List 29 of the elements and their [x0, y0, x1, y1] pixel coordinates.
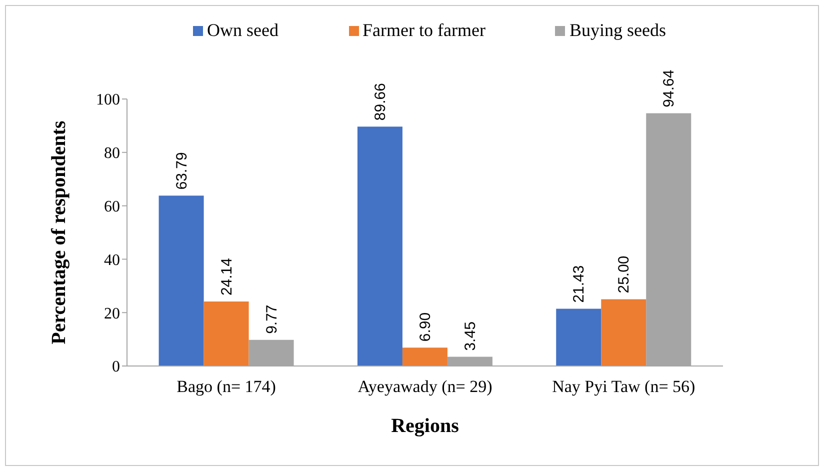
data-label: 24.14: [218, 258, 236, 296]
y-tick-label: 60: [104, 198, 120, 216]
bar: [357, 126, 402, 366]
data-label: 9.77: [263, 304, 280, 334]
data-label: 25.00: [616, 256, 633, 294]
x-tick-label: Ayeyawady (n= 29): [358, 377, 492, 396]
legend-label: Farmer to farmer: [362, 20, 486, 41]
y-tick-label: 80: [104, 145, 120, 162]
y-tick-label: 40: [104, 252, 120, 269]
x-tick-label: Nay Pyi Taw (n= 56): [552, 377, 696, 396]
data-label: 94.64: [660, 70, 678, 108]
x-axis-title: Regions: [391, 415, 460, 438]
legend-label: Own seed: [207, 20, 279, 41]
y-axis-title: Percentage of respondents: [48, 120, 70, 344]
y-tick-label: 100: [96, 92, 120, 109]
data-label: 3.45: [462, 322, 479, 351]
y-tick-label: 0: [112, 358, 120, 376]
x-tick-label: Bago (n= 174): [176, 377, 276, 396]
data-label: 89.66: [372, 83, 389, 121]
bar: [601, 299, 646, 366]
data-label: 63.79: [173, 152, 190, 190]
bar: [204, 302, 249, 366]
y-tick-label: 20: [104, 305, 120, 322]
bar: [556, 308, 602, 366]
legend-label: Buying seeds: [569, 20, 666, 41]
bar: [158, 196, 204, 366]
data-label: 6.90: [416, 312, 434, 342]
data-label: 21.43: [570, 265, 588, 303]
bar: [402, 348, 448, 366]
